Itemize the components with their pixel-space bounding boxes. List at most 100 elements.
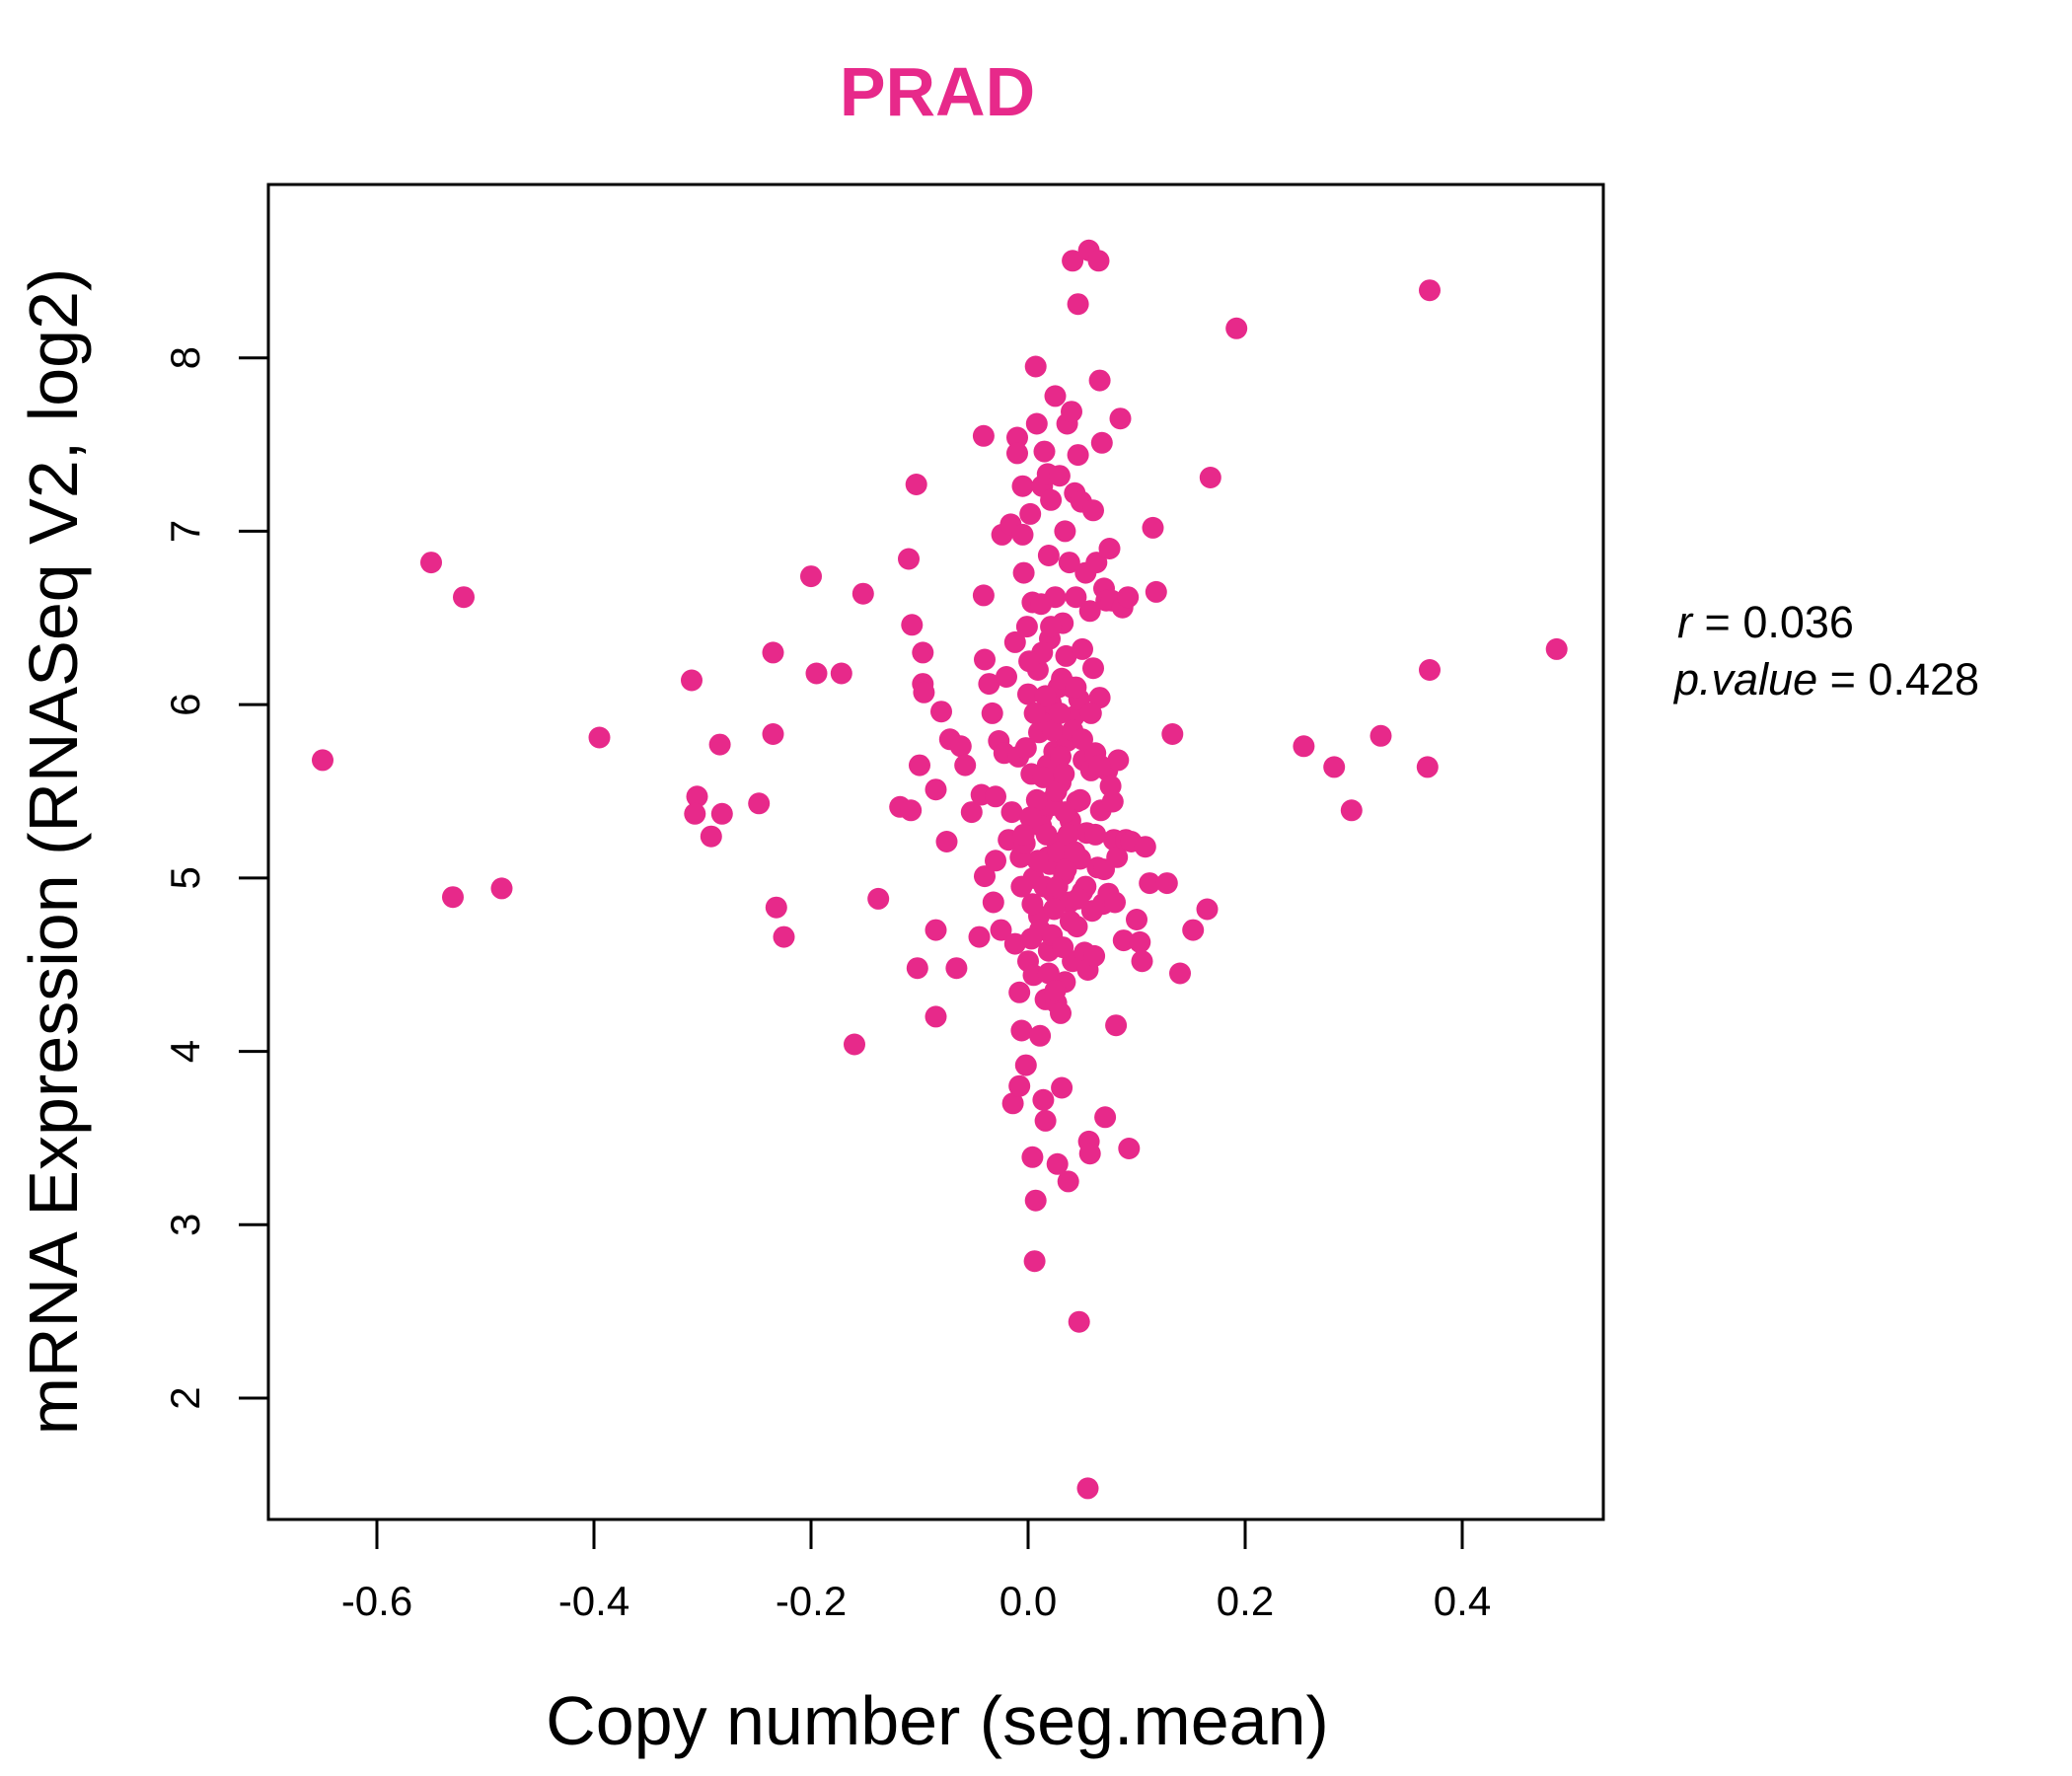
y-tick-label: 6 xyxy=(162,693,208,715)
data-point xyxy=(1020,927,1043,950)
data-point xyxy=(1000,801,1023,824)
data-point xyxy=(1011,523,1034,546)
data-point xyxy=(1047,841,1070,863)
data-point xyxy=(985,850,1006,872)
data-point xyxy=(1169,962,1191,985)
data-point xyxy=(1129,930,1151,953)
data-point xyxy=(913,681,935,703)
data-point xyxy=(901,614,924,636)
data-point xyxy=(1065,676,1087,699)
data-point xyxy=(1035,823,1058,846)
data-point xyxy=(898,548,920,570)
data-point xyxy=(1065,586,1087,609)
data-point xyxy=(1037,962,1060,985)
data-point xyxy=(1023,1250,1046,1273)
data-point xyxy=(912,641,934,664)
data-point xyxy=(990,919,1012,941)
data-point xyxy=(1052,936,1074,959)
data-point xyxy=(1006,442,1028,465)
data-point xyxy=(1085,552,1108,574)
data-point xyxy=(1067,293,1089,316)
data-point xyxy=(1046,1152,1069,1175)
data-point xyxy=(1104,891,1126,914)
data-point xyxy=(844,1033,865,1056)
chart-title: PRAD xyxy=(840,53,1035,130)
data-point xyxy=(1057,1170,1079,1193)
data-point xyxy=(1001,1092,1024,1115)
y-tick-label: 2 xyxy=(162,1386,208,1409)
data-point xyxy=(800,565,822,588)
data-point xyxy=(1078,600,1101,623)
data-point xyxy=(830,662,852,685)
data-point xyxy=(748,792,771,815)
data-point xyxy=(1043,898,1066,921)
data-point xyxy=(1023,702,1046,724)
data-point xyxy=(1082,657,1104,680)
data-point xyxy=(867,887,890,910)
data-point xyxy=(1112,929,1135,952)
data-point xyxy=(974,865,996,888)
data-point xyxy=(1155,872,1178,895)
data-point xyxy=(981,702,1003,724)
data-point xyxy=(1032,766,1055,788)
data-point xyxy=(1011,475,1034,497)
data-point xyxy=(1145,580,1167,603)
x-tick-label: -0.2 xyxy=(776,1578,847,1624)
data-point xyxy=(974,648,996,671)
data-point xyxy=(684,802,706,825)
data-point xyxy=(949,735,972,758)
data-point xyxy=(1118,1138,1141,1159)
data-point xyxy=(945,957,968,980)
data-point xyxy=(1024,1189,1047,1212)
data-point xyxy=(1293,735,1315,758)
data-point xyxy=(1088,754,1111,777)
data-point xyxy=(1034,685,1057,707)
data-point xyxy=(1054,520,1076,543)
data-point xyxy=(909,754,930,777)
p-stat-eq: = xyxy=(1830,654,1869,704)
data-point xyxy=(708,733,731,756)
data-point xyxy=(1225,317,1248,339)
data-point xyxy=(1134,836,1156,858)
data-point xyxy=(972,584,995,607)
data-point xyxy=(1054,801,1076,824)
data-point xyxy=(925,778,947,801)
y-axis-label: mRNA Expression (RNASeq V2, log2) xyxy=(15,268,92,1436)
data-point xyxy=(1050,745,1072,768)
data-point xyxy=(1061,401,1082,423)
data-point xyxy=(1040,616,1063,638)
data-point xyxy=(1067,444,1089,467)
data-point xyxy=(1064,841,1086,863)
data-point xyxy=(1126,909,1147,930)
data-point xyxy=(1087,250,1110,272)
data-point xyxy=(1019,806,1042,829)
data-point xyxy=(1082,499,1104,522)
data-point xyxy=(1072,728,1093,751)
data-point xyxy=(312,749,333,772)
stats-annotation: r = 0.036 p.value = 0.428 xyxy=(1672,597,1979,704)
data-point xyxy=(1117,586,1140,609)
data-point xyxy=(1050,1001,1072,1024)
data-point xyxy=(453,586,475,609)
data-point xyxy=(1093,858,1115,881)
data-point xyxy=(1139,872,1161,895)
data-point xyxy=(1369,724,1392,747)
data-point xyxy=(1067,887,1089,910)
data-point xyxy=(1040,488,1063,511)
data-point xyxy=(1003,932,1026,955)
r-stat-eq: = xyxy=(1705,597,1743,647)
data-point xyxy=(700,825,722,848)
data-point xyxy=(1021,1146,1044,1168)
data-point xyxy=(1010,875,1033,898)
data-point xyxy=(765,896,787,919)
data-point xyxy=(1029,1024,1052,1047)
p-stat-value: 0.428 xyxy=(1868,654,1979,704)
x-axis-label: Copy number (seg.mean) xyxy=(546,1682,1329,1759)
data-point xyxy=(1161,723,1184,745)
data-point xyxy=(935,831,958,852)
data-point xyxy=(681,669,703,692)
r-stat-value: 0.036 xyxy=(1742,597,1854,647)
data-point xyxy=(1051,1076,1073,1099)
x-axis: -0.6 -0.4 -0.2 0.0 0.2 0.4 xyxy=(341,1517,1491,1624)
data-point xyxy=(905,474,927,495)
